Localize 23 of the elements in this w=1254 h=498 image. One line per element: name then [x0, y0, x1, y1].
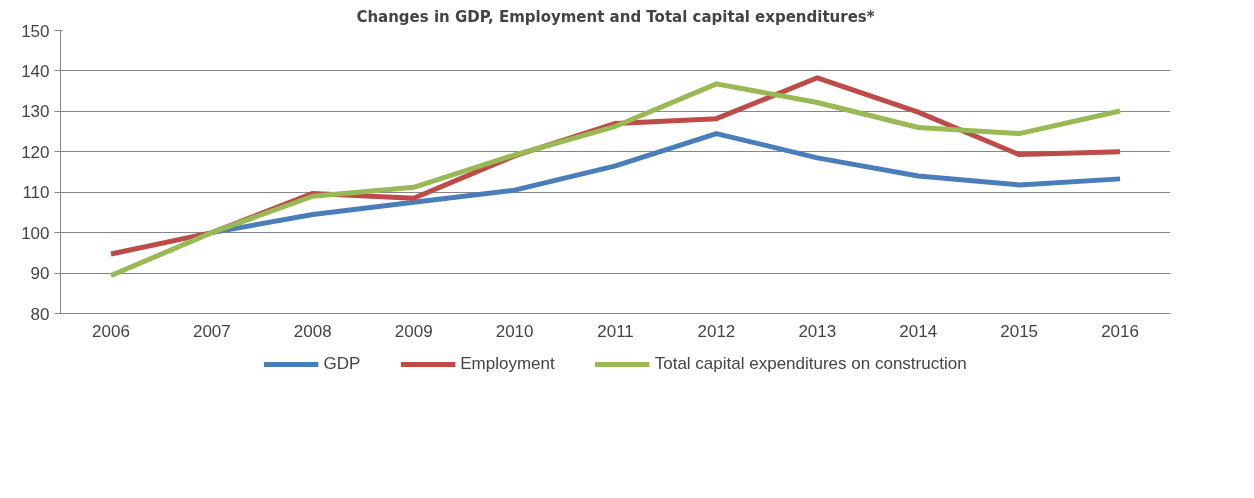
- x-tick-label: 2013: [798, 321, 837, 341]
- chart-title: Changes in GDP, Employment and Total capital expenditures*: [356, 7, 875, 26]
- x-tick-label: 2015: [1000, 321, 1039, 341]
- y-tick-label: 140: [21, 61, 50, 81]
- legend-label: Employment: [460, 354, 555, 374]
- x-tick-label: 2011: [597, 321, 634, 341]
- x-tick-label: 2016: [1101, 321, 1139, 341]
- y-tick-label: 130: [21, 102, 50, 122]
- y-tick-label: 90: [30, 264, 50, 284]
- legend-label: GDP: [323, 354, 361, 374]
- y-tick-label: 110: [22, 183, 50, 203]
- x-tick-label: 2008: [293, 321, 332, 341]
- y-tick-label: 120: [21, 142, 50, 162]
- x-tick-label: 2007: [192, 321, 231, 341]
- y-tick-label: 80: [30, 304, 50, 324]
- x-tick-label: 2006: [92, 321, 130, 341]
- x-tick-label: 2009: [394, 321, 433, 341]
- legend-label: Total capital expenditures on construction: [654, 354, 967, 374]
- x-tick-label: 2014: [899, 321, 938, 341]
- x-tick-label: 2012: [697, 321, 736, 341]
- y-tick-label: 100: [21, 223, 50, 243]
- x-tick-label: 2010: [495, 321, 534, 341]
- y-tick-label: 150: [21, 21, 50, 41]
